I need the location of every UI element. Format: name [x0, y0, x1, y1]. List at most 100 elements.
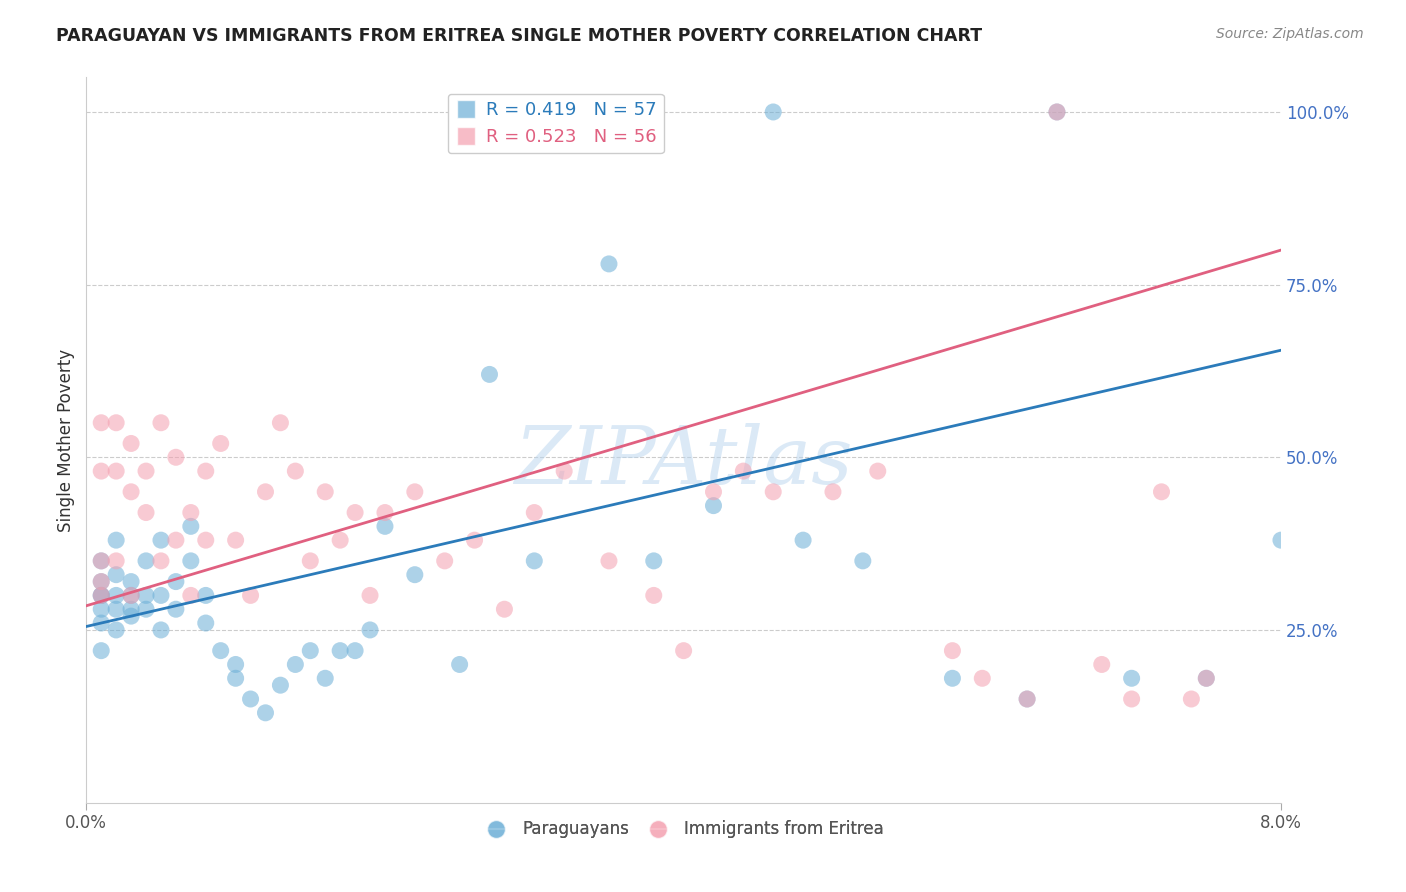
Point	[90, 574, 112, 589]
Point	[225, 657, 247, 672]
Point	[105, 533, 128, 548]
Point	[209, 436, 232, 450]
Point	[90, 554, 112, 568]
Point	[672, 643, 695, 657]
Text: Source: ZipAtlas.com: Source: ZipAtlas.com	[1216, 27, 1364, 41]
Point	[792, 533, 814, 548]
Point	[733, 464, 755, 478]
Point	[1017, 692, 1039, 706]
Point	[643, 554, 665, 568]
Point	[194, 615, 217, 630]
Point	[344, 506, 367, 520]
Point	[90, 574, 112, 589]
Point	[90, 588, 112, 602]
Point	[180, 554, 202, 568]
Point	[1017, 692, 1039, 706]
Point	[702, 499, 724, 513]
Point	[1091, 657, 1114, 672]
Point	[404, 484, 426, 499]
Point	[1046, 105, 1069, 120]
Point	[135, 464, 157, 478]
Point	[941, 671, 963, 685]
Point	[149, 588, 172, 602]
Point	[149, 533, 172, 548]
Point	[702, 484, 724, 499]
Point	[149, 623, 172, 637]
Point	[299, 554, 322, 568]
Point	[120, 602, 142, 616]
Point	[598, 554, 620, 568]
Point	[553, 464, 575, 478]
Point	[478, 368, 501, 382]
Point	[90, 416, 112, 430]
Point	[180, 519, 202, 533]
Point	[494, 602, 516, 616]
Point	[120, 588, 142, 602]
Point	[149, 416, 172, 430]
Point	[135, 506, 157, 520]
Point	[329, 533, 352, 548]
Point	[90, 464, 112, 478]
Point	[1121, 671, 1143, 685]
Point	[449, 657, 471, 672]
Point	[209, 643, 232, 657]
Y-axis label: Single Mother Poverty: Single Mother Poverty	[58, 349, 75, 532]
Point	[523, 554, 546, 568]
Point	[762, 484, 785, 499]
Point	[314, 671, 336, 685]
Point	[105, 602, 128, 616]
Point	[180, 506, 202, 520]
Point	[852, 554, 875, 568]
Point	[404, 567, 426, 582]
Point	[269, 416, 291, 430]
Point	[90, 615, 112, 630]
Point	[374, 506, 396, 520]
Point	[105, 567, 128, 582]
Point	[90, 554, 112, 568]
Point	[105, 464, 128, 478]
Point	[284, 464, 307, 478]
Point	[1121, 692, 1143, 706]
Point	[105, 554, 128, 568]
Point	[90, 588, 112, 602]
Point	[194, 533, 217, 548]
Point	[194, 588, 217, 602]
Point	[643, 588, 665, 602]
Point	[105, 623, 128, 637]
Point	[299, 643, 322, 657]
Text: ZIPAtlas: ZIPAtlas	[515, 423, 853, 500]
Point	[239, 588, 262, 602]
Point	[225, 671, 247, 685]
Point	[120, 574, 142, 589]
Point	[165, 574, 187, 589]
Point	[90, 588, 112, 602]
Point	[135, 588, 157, 602]
Point	[254, 706, 277, 720]
Point	[464, 533, 486, 548]
Point	[269, 678, 291, 692]
Point	[135, 602, 157, 616]
Point	[821, 484, 844, 499]
Point	[762, 105, 785, 120]
Point	[374, 519, 396, 533]
Point	[90, 643, 112, 657]
Point	[598, 257, 620, 271]
Point	[1180, 692, 1202, 706]
Point	[225, 533, 247, 548]
Point	[149, 554, 172, 568]
Point	[105, 416, 128, 430]
Legend: Paraguayans, Immigrants from Eritrea: Paraguayans, Immigrants from Eritrea	[477, 814, 890, 845]
Point	[165, 602, 187, 616]
Point	[135, 554, 157, 568]
Point	[314, 484, 336, 499]
Point	[972, 671, 994, 685]
Point	[165, 533, 187, 548]
Point	[284, 657, 307, 672]
Point	[254, 484, 277, 499]
Point	[359, 623, 381, 637]
Point	[120, 436, 142, 450]
Text: PARAGUAYAN VS IMMIGRANTS FROM ERITREA SINGLE MOTHER POVERTY CORRELATION CHART: PARAGUAYAN VS IMMIGRANTS FROM ERITREA SI…	[56, 27, 983, 45]
Point	[344, 643, 367, 657]
Point	[329, 643, 352, 657]
Point	[165, 450, 187, 465]
